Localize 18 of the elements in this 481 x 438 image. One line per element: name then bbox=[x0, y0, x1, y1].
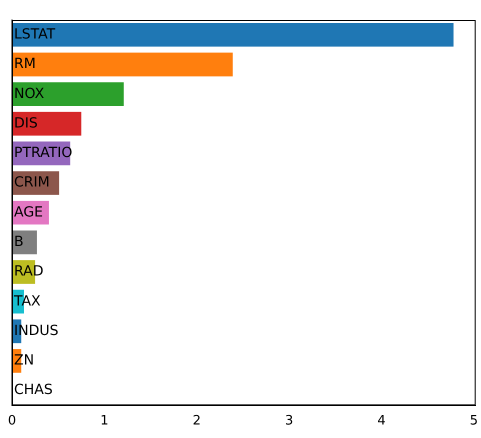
bar bbox=[12, 52, 233, 76]
y-tick-label: RM bbox=[14, 56, 36, 72]
y-tick-label: NOX bbox=[14, 86, 45, 102]
y-tick-label: CRIM bbox=[14, 174, 50, 191]
y-tick-label: AGE bbox=[14, 204, 44, 220]
x-tick-label: 5 bbox=[470, 414, 478, 429]
bar bbox=[12, 22, 454, 47]
y-tick-label: CHAS bbox=[14, 382, 53, 398]
y-tick-label: LSTAT bbox=[14, 26, 56, 42]
y-tick-label: B bbox=[14, 234, 24, 250]
x-tick-label: 3 bbox=[284, 414, 294, 429]
x-tick-label: 1 bbox=[100, 414, 109, 429]
bar bbox=[12, 82, 124, 106]
y-tick-label: DIS bbox=[14, 115, 38, 132]
x-tick-label: 2 bbox=[192, 414, 201, 429]
x-tick-label: 0 bbox=[8, 414, 16, 429]
x-tick-label: 4 bbox=[377, 414, 386, 429]
bar bbox=[12, 112, 82, 136]
